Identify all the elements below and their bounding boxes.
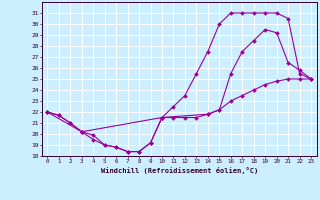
X-axis label: Windchill (Refroidissement éolien,°C): Windchill (Refroidissement éolien,°C): [100, 167, 258, 174]
